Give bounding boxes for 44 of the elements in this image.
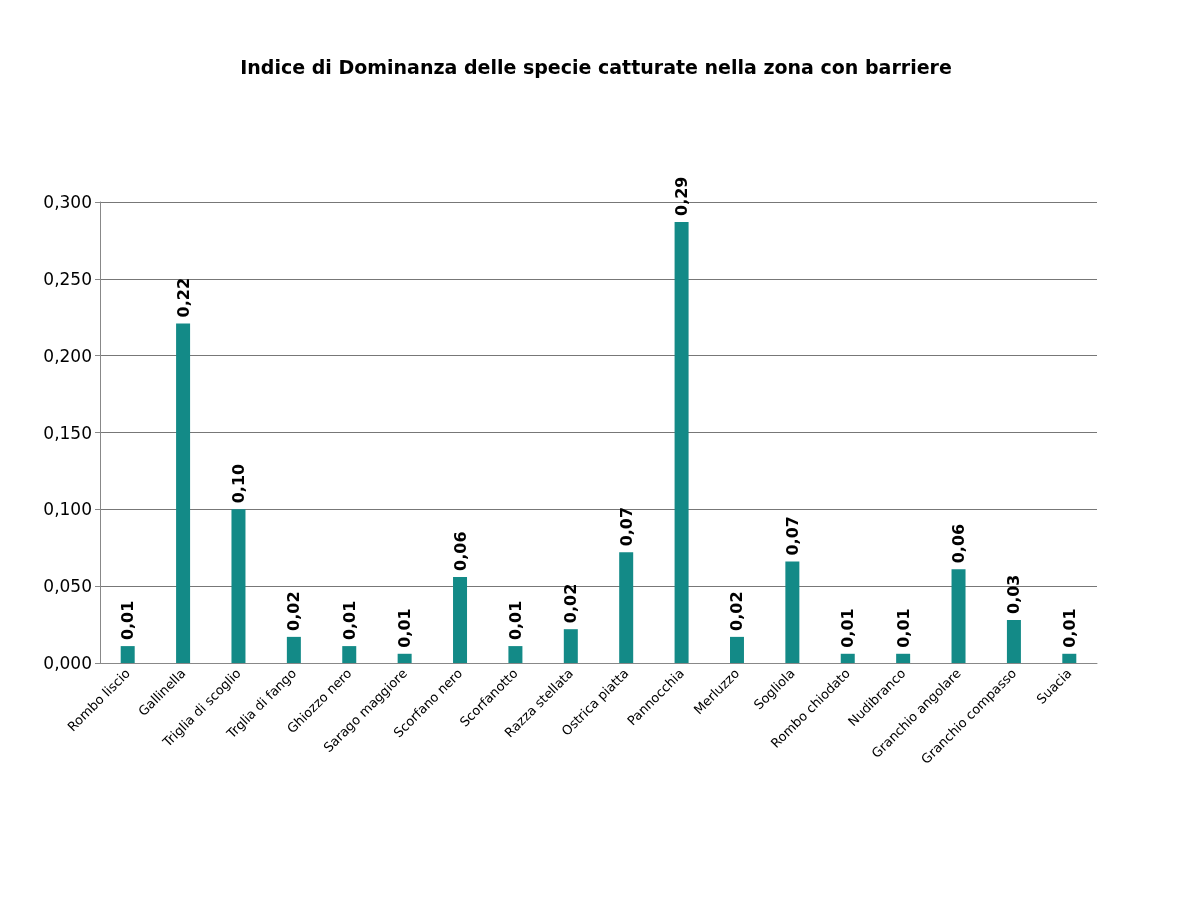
bar (453, 576, 468, 663)
bar (397, 653, 412, 663)
bar (176, 323, 191, 663)
bar (951, 569, 966, 663)
data-label: 0,01 (893, 608, 913, 648)
data-label: 0,01 (838, 608, 858, 648)
bar (896, 653, 911, 663)
data-label: 0,01 (118, 600, 138, 641)
bar (785, 561, 800, 663)
chart-title: Indice di Dominanza delle specie catturate nella zona con barriere (240, 55, 952, 78)
bar (729, 636, 744, 663)
y-tick-label: 0,300 (43, 192, 92, 212)
data-label: 0,06 (949, 523, 969, 564)
data-label: 0,07 (782, 516, 802, 556)
data-label: 0,22 (173, 277, 193, 318)
data-label: 0,29 (672, 176, 692, 216)
y-tick-label: 0,050 (43, 576, 92, 597)
bar (508, 646, 523, 663)
data-label: 0,02 (727, 591, 747, 631)
bar (120, 646, 135, 663)
bar (619, 552, 634, 663)
data-label: 0,01 (395, 608, 415, 648)
data-label: 0,01 (1059, 608, 1079, 648)
bar (1006, 619, 1021, 663)
bar (563, 629, 578, 663)
bar (231, 509, 246, 663)
data-label: 0,02 (561, 583, 581, 624)
bar (1062, 653, 1077, 663)
y-tick-label: 0,000 (43, 653, 92, 673)
y-tick-label: 0,150 (43, 422, 92, 443)
bar (674, 221, 689, 663)
bar (840, 653, 855, 663)
data-label: 0,01 (339, 600, 359, 641)
data-label: 0,01 (505, 600, 525, 641)
bar (286, 636, 301, 663)
y-tick-label: 0,250 (43, 268, 92, 289)
data-label: 0,07 (616, 506, 636, 547)
data-label: 0,03 (1004, 574, 1024, 614)
y-tick-label: 0,200 (43, 345, 92, 366)
data-label: 0,06 (450, 531, 470, 571)
y-tick-label: 0,100 (43, 499, 92, 520)
data-label: 0,02 (284, 591, 304, 631)
data-label: 0,10 (228, 463, 248, 504)
bar (342, 646, 357, 663)
